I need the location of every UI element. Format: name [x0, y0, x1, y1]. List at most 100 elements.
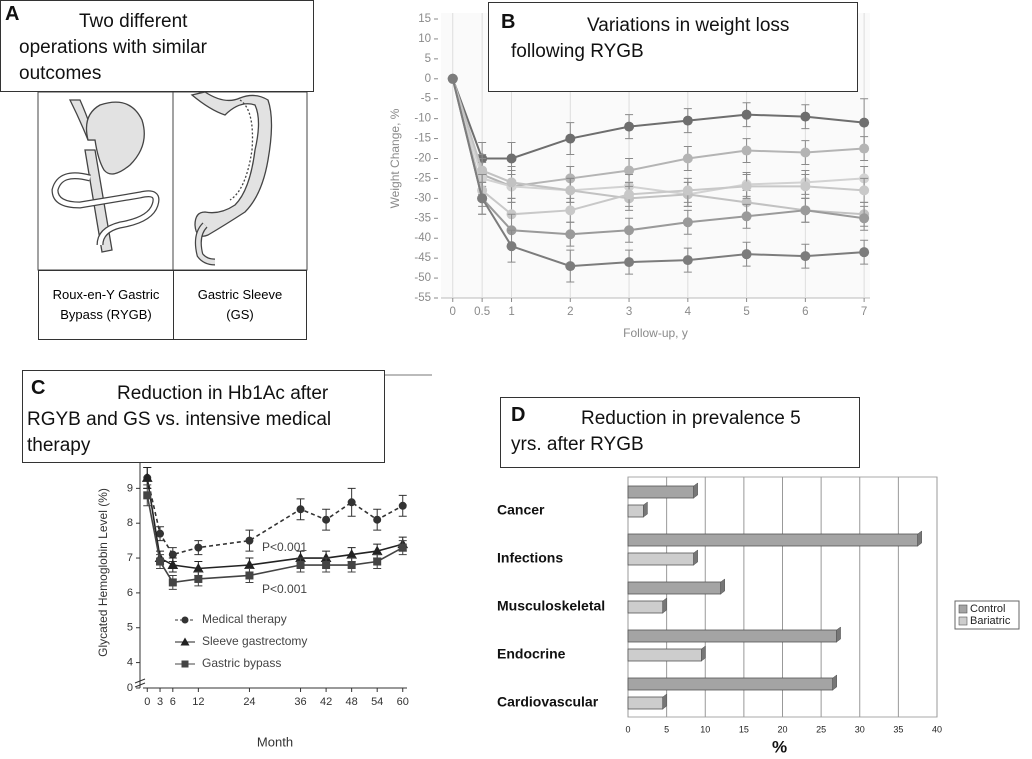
data-point [741, 109, 752, 120]
y-tick-label: 10 [418, 33, 431, 45]
x-axis-label: Month [257, 734, 293, 749]
x-tick-label: 48 [346, 696, 358, 708]
x-tick-label: 0.5 [474, 306, 490, 318]
data-point [506, 241, 517, 252]
data-point [624, 189, 635, 200]
bar [627, 581, 722, 595]
y-tick-label: 7 [127, 552, 133, 564]
bar [627, 485, 695, 499]
x-tick-label: 1 [508, 306, 514, 318]
y-tick-label: -45 [414, 252, 431, 264]
data-point [245, 536, 254, 545]
x-tick-label: 7 [861, 306, 867, 318]
y-tick-label: -5 [421, 93, 431, 105]
data-point [624, 225, 635, 236]
data-point [477, 165, 488, 176]
y-tick-label: -40 [414, 232, 431, 244]
bar [627, 600, 664, 614]
data-point [624, 165, 635, 176]
chart-title: Reduction in prevalence 5 yrs. after RYG… [511, 408, 801, 455]
bar-depth [836, 626, 841, 643]
x-tick-label: 5 [664, 724, 669, 734]
panel-title: Two different operations with similar ou… [19, 11, 207, 84]
y-tick-label: 9 [127, 482, 133, 494]
data-point [398, 543, 407, 552]
title-box: C Reduction in Hb1Ac after RGYB and GS v… [22, 370, 385, 463]
data-point [565, 133, 576, 144]
panel-label: A [5, 3, 20, 25]
x-axis-label: Follow-up, y [623, 326, 688, 340]
y-axis-label: Glycated Hemoglobin Level (%) [96, 488, 110, 657]
data-point [167, 559, 179, 570]
bar [627, 629, 837, 643]
data-point [398, 501, 407, 510]
data-point [168, 578, 177, 587]
y-tick-label: 4 [127, 656, 133, 668]
data-point [296, 561, 305, 570]
x-tick-label: 24 [243, 696, 255, 708]
legend-label: Gastric bypass [202, 656, 281, 670]
data-point [800, 251, 811, 262]
legend-label: Control [970, 603, 1005, 615]
legend-label: Medical therapy [202, 612, 287, 626]
y-tick-label: -50 [414, 272, 431, 284]
data-point [373, 515, 382, 524]
y-tick-label: -20 [414, 153, 431, 165]
data-point [506, 177, 517, 188]
data-point [347, 561, 356, 570]
x-tick-label: 42 [320, 696, 332, 708]
data-point [741, 181, 752, 192]
data-point [347, 498, 356, 507]
y-tick-label: -55 [414, 292, 431, 304]
series-line [146, 495, 404, 584]
x-tick-label: 20 [777, 724, 787, 734]
y-tick-label: -10 [414, 113, 431, 125]
x-tick-label: 4 [685, 306, 692, 318]
data-point [322, 515, 331, 524]
x-tick-label: 36 [294, 696, 306, 708]
data-point [800, 111, 811, 122]
bar-depth [720, 578, 725, 595]
x-tick-label: 12 [192, 696, 204, 708]
bar [627, 696, 664, 710]
y-tick-label: -25 [414, 172, 431, 184]
axis-break [134, 678, 146, 684]
data-point [682, 115, 693, 126]
data-point [682, 217, 693, 228]
x-axis-label: % [772, 737, 787, 756]
bar-depth [643, 501, 648, 518]
x-tick-label: 5 [743, 306, 749, 318]
bar [627, 504, 644, 518]
bar [627, 533, 919, 547]
category-label: Cardiovascular [497, 694, 599, 710]
data-point [565, 185, 576, 196]
category-label: Endocrine [497, 646, 566, 662]
data-point [859, 143, 870, 154]
data-point [156, 529, 165, 538]
bar-depth [701, 645, 706, 662]
x-tick-label: 15 [739, 724, 749, 734]
x-tick-label: 2 [567, 306, 573, 318]
y-tick-label: 0 [425, 73, 431, 85]
drawing-frame [172, 91, 308, 271]
title-box: A Two different operations with similar … [0, 0, 314, 92]
data-point [565, 229, 576, 240]
x-tick-label: 0 [625, 724, 630, 734]
data-point [194, 543, 203, 552]
data-point [800, 205, 811, 216]
x-tick-label: 0 [450, 306, 456, 318]
bar-depth [917, 530, 922, 547]
data-point [859, 247, 870, 258]
procedure-label: Roux-en-Y Gastric Bypass (RYGB) [38, 270, 174, 340]
x-tick-label: 40 [932, 724, 942, 734]
y-tick-label: 5 [425, 53, 431, 65]
data-point [859, 117, 870, 128]
data-point [245, 571, 254, 580]
y-tick-label: 6 [127, 587, 133, 599]
x-tick-label: 6 [170, 696, 176, 708]
y-tick-label: -15 [414, 133, 431, 145]
y-tick-label: 8 [127, 517, 133, 529]
bar-depth [693, 482, 698, 499]
data-point [565, 205, 576, 216]
data-point [624, 121, 635, 132]
